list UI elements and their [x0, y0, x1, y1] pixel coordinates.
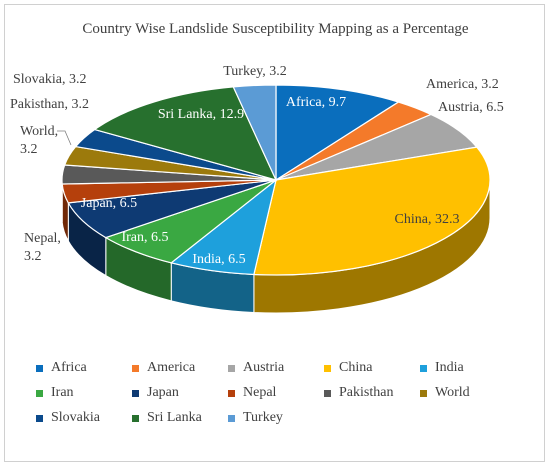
legend-label: Japan — [147, 385, 179, 400]
legend-swatch — [228, 389, 235, 397]
legend-label: America — [147, 360, 196, 375]
legend-label: Pakisthan — [339, 385, 394, 400]
legend-swatch — [324, 389, 331, 397]
legend-item-nepal: Nepal — [228, 385, 324, 401]
legend-label: Sri Lanka — [147, 410, 202, 425]
legend-item-austria: Austria — [228, 360, 324, 376]
legend-swatch — [132, 364, 139, 372]
data-label-sri-lanka: Sri Lanka, 12.9 — [158, 107, 244, 122]
legend-item-sri-lanka: Sri Lanka — [132, 410, 228, 426]
legend-swatch — [36, 364, 43, 372]
legend-label: China — [339, 360, 373, 375]
legend-swatch — [36, 414, 43, 422]
legend-swatch — [228, 414, 235, 422]
legend: Africa America Austria China India Iran Japan N… — [36, 360, 516, 426]
legend-swatch — [36, 389, 43, 397]
legend-swatch — [324, 364, 331, 372]
legend-label: Austria — [243, 360, 285, 375]
legend-item-india: India — [420, 360, 516, 376]
data-label-turkey: Turkey, 3.2 — [223, 64, 287, 79]
legend-item-iran: Iran — [36, 385, 132, 401]
legend-item-china: China — [324, 360, 420, 376]
pie-slice-sri-lanka — [93, 86, 278, 181]
legend-item-japan: Japan — [132, 385, 228, 401]
legend-item-pakisthan: Pakisthan — [324, 385, 420, 401]
data-label-austria: Austria, 6.5 — [438, 100, 504, 115]
pie-slice-africa — [275, 84, 400, 182]
legend-item-world: World — [420, 385, 516, 401]
data-label-pakisthan: Pakisthan, 3.2 — [10, 97, 89, 112]
pie-slice-china — [253, 146, 491, 276]
legend-item-america: America — [132, 360, 228, 376]
legend-label: India — [435, 360, 464, 375]
pie-slice-turkey — [232, 84, 277, 181]
legend-swatch — [420, 389, 427, 397]
legend-label: Africa — [51, 360, 87, 375]
legend-label: World — [435, 385, 470, 400]
legend-swatch — [132, 389, 139, 397]
chart-frame: Country Wise Landslide Susceptibility Ma… — [4, 4, 545, 462]
legend-item-africa: Africa — [36, 360, 132, 376]
legend-swatch — [228, 364, 235, 372]
legend-swatch — [132, 414, 139, 422]
data-label-japan: Japan, 6.5 — [81, 196, 137, 211]
legend-item-turkey: Turkey — [228, 410, 324, 426]
chart-title: Country Wise Landslide Susceptibility Ma… — [82, 21, 469, 37]
legend-label: Iran — [51, 385, 74, 400]
legend-item-slovakia: Slovakia — [36, 410, 132, 426]
data-label-nepal: Nepal, 3.2 — [24, 231, 61, 264]
legend-label: Slovakia — [51, 410, 100, 425]
data-label-india: India, 6.5 — [192, 252, 245, 267]
data-label-iran: Iran, 6.5 — [121, 230, 168, 245]
legend-label: Nepal — [243, 385, 277, 400]
data-label-slovakia: Slovakia, 3.2 — [13, 72, 87, 87]
data-label-africa: Africa, 9.7 — [286, 95, 346, 110]
pie-chart: Africa, 9.7 America, 3.2 Austria, 6.5 China… — [10, 64, 504, 314]
legend-label: Turkey — [243, 410, 283, 425]
pie-top-faces — [61, 84, 491, 276]
legend-swatch — [420, 364, 427, 372]
data-label-america: America, 3.2 — [426, 77, 499, 92]
data-label-china: China, 32.3 — [395, 212, 460, 227]
pie-data-labels: Africa, 9.7 America, 3.2 Austria, 6.5 China… — [10, 64, 504, 267]
data-label-world: World, 3.2 — [20, 124, 58, 157]
leader-line-world — [57, 130, 72, 146]
